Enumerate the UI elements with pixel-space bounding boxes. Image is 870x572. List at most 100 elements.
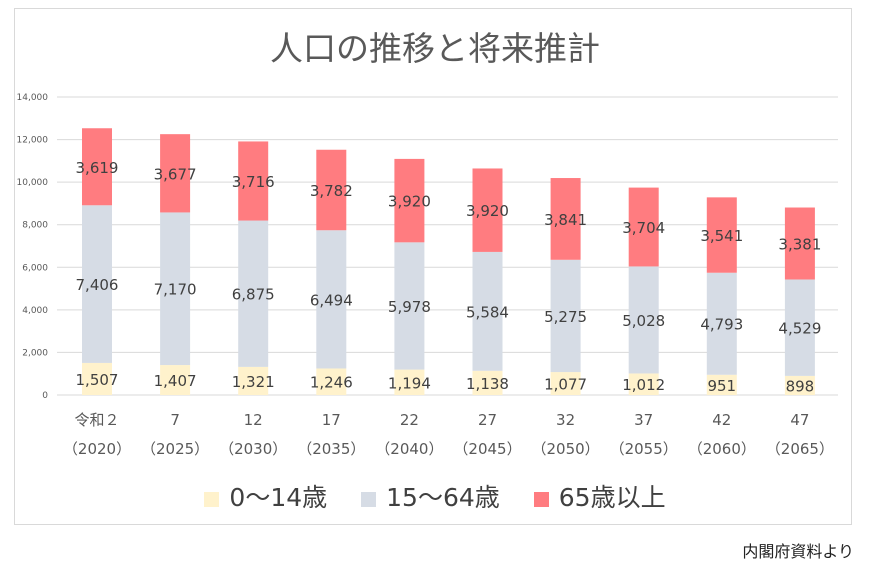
bar-segment-0 [82,362,112,395]
data-label: 3,381 [778,235,821,253]
bar-segment-0 [472,370,503,395]
y-tick-label: 0 [42,391,48,401]
bar-segment-2 [472,168,503,252]
bar-segment-1 [628,266,659,374]
data-label: 3,920 [466,202,509,220]
data-label: 1,321 [232,373,275,391]
legend-swatch [204,491,220,507]
bar-segment-0 [160,365,191,395]
legend-label: 15～64歳 [386,483,500,512]
data-label: 3,619 [76,159,119,177]
data-label: 3,782 [310,182,353,200]
x-tick-year: （2040） [375,440,443,458]
bar-segment-0 [316,368,347,395]
bar-segment-2 [316,149,347,231]
bar-segment-2 [628,187,659,267]
bar-segment-1 [550,259,581,373]
data-label: 7,406 [76,276,119,294]
y-tick-label: 10,000 [17,178,49,188]
legend-swatch [361,491,377,507]
bar-segment-1 [160,212,191,366]
bar-segment-2 [238,141,269,221]
data-label: 1,138 [466,375,509,393]
bar-segment-2 [394,158,425,243]
x-tick-label: 7 [170,411,180,429]
chart-frame [14,8,852,525]
x-tick-label: 32 [556,411,575,429]
data-label: 1,012 [622,376,665,394]
data-label: 4,793 [700,316,743,334]
bar-segment-1 [238,220,269,367]
data-label: 6,875 [232,286,275,304]
chart-title: 人口の推移と将来推計 [270,29,600,68]
data-label: 3,677 [154,165,197,183]
bar-segment-1 [706,272,737,375]
data-label: 5,978 [388,298,431,316]
legend-item: 15～64歳 [361,478,500,514]
data-label: 951 [707,377,736,395]
x-tick-label: 42 [712,411,731,429]
x-tick-label: 令和２ [74,411,119,429]
bar-segment-1 [394,242,425,370]
x-tick-year: （2035） [297,440,365,458]
data-label: 1,194 [388,374,431,392]
bar-segment-0 [394,369,425,395]
y-tick-label: 4,000 [22,306,48,316]
data-label: 7,170 [154,281,197,299]
legend-label: 0～14歳 [229,483,328,512]
x-tick-label: 47 [790,411,809,429]
data-label: 5,028 [622,312,665,330]
bar-segment-0 [238,366,269,395]
data-label: 3,841 [544,211,587,229]
x-tick-label: 17 [322,411,341,429]
data-label: 898 [786,377,815,395]
data-label: 5,584 [466,303,509,321]
x-tick-year: （2060） [688,440,756,458]
bar-segment-2 [160,134,191,213]
bar-segment-2 [784,207,815,280]
y-tick-label: 8,000 [22,221,48,231]
data-label: 1,077 [544,376,587,394]
x-tick-year: （2065） [766,440,834,458]
data-label: 3,716 [232,173,275,191]
x-tick-year: （2025） [141,440,209,458]
x-tick-year: （2055） [610,440,678,458]
data-label: 1,246 [310,374,353,392]
x-tick-label: 12 [244,411,263,429]
x-tick-year: （2050） [532,440,600,458]
bar-segment-0 [550,372,581,395]
legend-item: 65歳以上 [533,478,666,514]
y-tick-label: 14,000 [17,93,49,103]
bar-segment-2 [550,178,581,260]
source-note: 内閣府資料より [742,542,854,561]
bar-segment-0 [784,375,815,395]
bar-segment-0 [706,374,737,395]
y-tick-label: 2,000 [22,348,48,358]
x-tick-year: （2020） [63,440,131,458]
x-tick-label: 37 [634,411,653,429]
y-tick-label: 6,000 [22,263,48,273]
data-label: 5,275 [544,308,587,326]
legend-item: 0～14歳 [204,478,327,514]
data-label: 3,704 [622,219,665,237]
x-tick-label: 22 [400,411,419,429]
data-label: 3,920 [388,193,431,211]
legend: 0～14歳 15～64歳 65歳以上 [0,478,870,514]
bar-segment-1 [784,279,815,376]
bar-segment-2 [706,197,737,273]
data-label: 4,529 [778,320,821,338]
x-tick-year: （2030） [219,440,287,458]
x-tick-label: 27 [478,411,497,429]
bar-segment-2 [82,128,112,206]
legend-swatch [533,491,549,507]
data-label: 1,507 [76,371,119,389]
data-label: 6,494 [310,291,353,309]
bar-segment-1 [82,205,112,363]
legend-label: 65歳以上 [558,483,666,512]
x-tick-year: （2045） [453,440,521,458]
bar-segment-0 [628,373,659,395]
bar-segment-1 [316,230,347,369]
bar-segment-1 [472,251,503,371]
data-label: 3,541 [700,227,743,245]
